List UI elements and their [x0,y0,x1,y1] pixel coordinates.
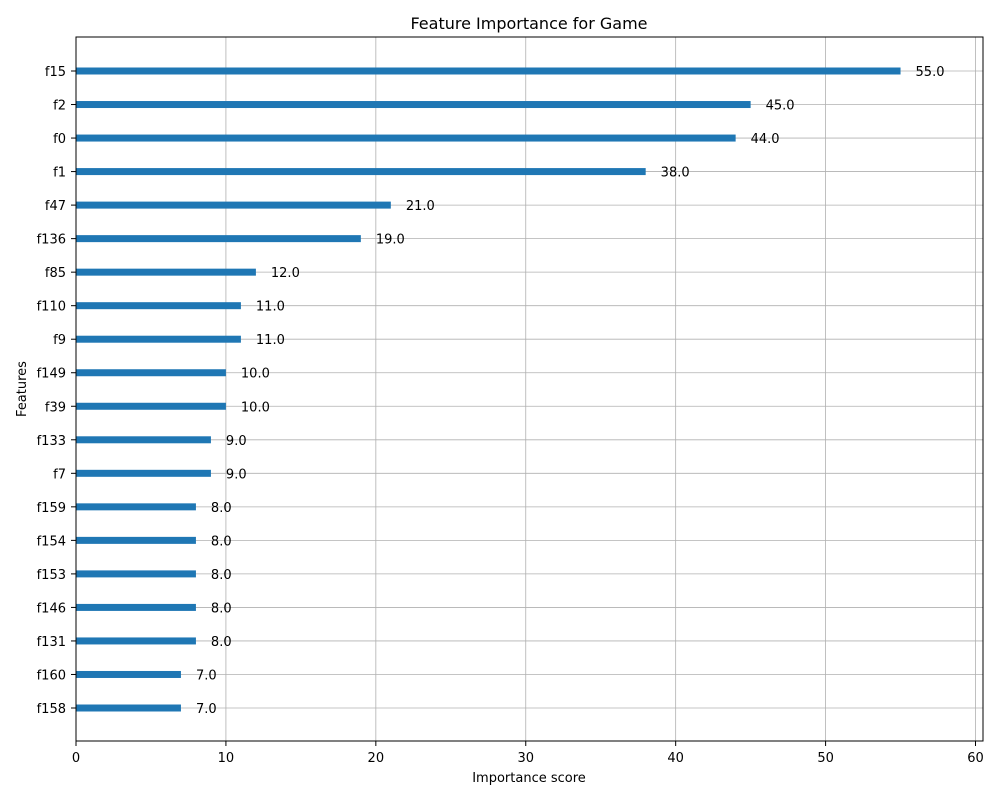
bar-f2 [76,101,751,109]
data-label: 8.0 [211,635,232,650]
bars [76,67,901,712]
y-tick-label: f110 [37,300,66,315]
data-label: 55.0 [916,65,945,80]
y-tick-label: f2 [53,99,66,114]
chart-title: Feature Importance for Game [410,14,647,33]
y-tick-label: f0 [53,132,66,147]
bar-f1 [76,168,646,176]
y-tick-label: f146 [37,601,66,616]
y-tick-label: f133 [37,434,66,449]
bar-f136 [76,235,361,243]
bar-f133 [76,436,211,444]
y-tick-label: f47 [45,199,66,214]
y-tick-label: f158 [37,702,66,717]
y-tick-label: f39 [45,400,66,415]
x-tick-label: 0 [72,751,80,766]
x-tick-label: 10 [218,751,235,766]
bar-f15 [76,67,901,75]
bar-f160 [76,670,181,678]
plot-frame [75,36,984,742]
x-tick-label: 30 [517,751,534,766]
bar-f47 [76,201,391,209]
x-tick-label: 20 [368,751,385,766]
bar-f131 [76,637,196,645]
bar-f154 [76,536,196,544]
bar-f85 [76,268,256,276]
bar-f146 [76,603,196,611]
x-tick-label: 40 [667,751,684,766]
data-label: 19.0 [376,233,405,248]
x-axis-ticks: 0 10 20 30 40 50 60 [72,741,984,766]
y-tick-label: f85 [45,266,66,281]
y-axis-ticks: f15 f2 f0 f1 f47 f136 f85 f110 f9 f149 f39 f133 f7 f1… [37,65,76,717]
data-label: 8.0 [211,601,232,616]
bar-f158 [76,704,181,712]
data-label: 11.0 [256,333,285,348]
data-label: 11.0 [256,300,285,315]
data-label: 38.0 [661,166,690,181]
y-tick-label: f159 [37,501,66,516]
data-label: 10.0 [241,367,270,382]
y-tick-label: f9 [53,333,66,348]
y-tick-label: f149 [37,367,66,382]
data-label: 21.0 [406,199,435,214]
data-label: 45.0 [766,99,795,114]
y-tick-label: f154 [37,534,66,549]
data-label: 9.0 [226,434,247,449]
bar-f153 [76,570,196,578]
x-tick-label: 50 [817,751,834,766]
data-label: 44.0 [751,132,780,147]
y-tick-label: f15 [45,65,66,80]
y-tick-label: f136 [37,233,66,248]
data-label: 9.0 [226,467,247,482]
data-label: 7.0 [196,668,217,683]
bar-f0 [76,134,736,142]
y-tick-label: f160 [37,668,66,683]
bar-f7 [76,469,211,477]
x-tick-label: 60 [967,751,984,766]
data-label: 8.0 [211,568,232,583]
bar-f9 [76,335,241,343]
y-tick-label: f1 [53,166,66,181]
y-axis-label: Features [15,361,30,417]
data-label: 10.0 [241,400,270,415]
y-tick-label: f153 [37,568,66,583]
bar-f110 [76,302,241,310]
data-label: 8.0 [211,534,232,549]
bar-f149 [76,369,226,377]
data-labels: 55.0 45.0 44.0 38.0 21.0 19.0 12.0 11.0 11.0 10.0… [196,65,945,717]
data-label: 8.0 [211,501,232,516]
y-tick-label: f131 [37,635,66,650]
data-label: 12.0 [271,266,300,281]
y-tick-label: f7 [53,467,66,482]
data-label: 7.0 [196,702,217,717]
x-axis-label: Importance score [472,771,586,786]
bar-f159 [76,503,196,511]
bar-f39 [76,402,226,410]
